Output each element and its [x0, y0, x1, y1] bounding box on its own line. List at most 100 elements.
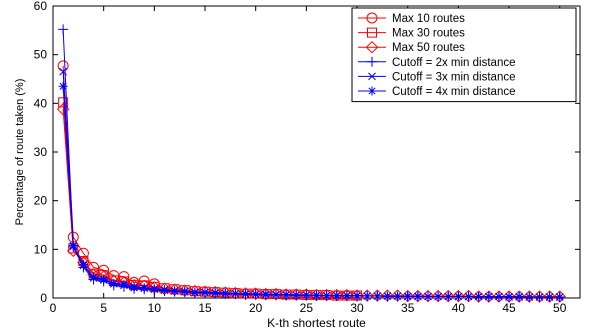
data-point: [220, 288, 230, 298]
data-point: [190, 287, 200, 297]
series-layer: [56, 24, 566, 303]
data-point: [89, 272, 99, 282]
data-point: [371, 289, 384, 302]
data-point: [382, 291, 392, 301]
data-point: [350, 289, 364, 302]
data-point: [310, 288, 323, 302]
x-tick-label: 15: [198, 301, 212, 315]
legend-label: Cutoff = 4x min distance: [392, 86, 515, 98]
series-6: [58, 81, 565, 302]
data-point: [170, 286, 180, 296]
x-tick-label: 40: [452, 301, 466, 315]
y-tick-label: 60: [34, 0, 48, 13]
y-tick-label: 40: [34, 96, 48, 110]
data-point: [472, 290, 485, 303]
data-point: [492, 290, 506, 303]
data-point: [423, 292, 433, 302]
data-point: [109, 278, 119, 288]
data-point: [362, 291, 372, 301]
data-point: [494, 292, 504, 302]
data-point: [301, 290, 311, 300]
data-point: [312, 290, 321, 300]
legend-box: [351, 7, 577, 103]
x-tick-label: 5: [100, 301, 107, 315]
data-point: [504, 292, 514, 302]
data-point: [352, 291, 362, 301]
data-point: [474, 292, 484, 302]
legend-marker: [365, 40, 379, 54]
legend: Max 10 routes Max 30 routes Max 50 routes C…: [351, 7, 577, 103]
legend-entry: Cutoff = 3x min distance: [358, 71, 515, 83]
y-tick-label: 20: [34, 194, 48, 208]
data-point: [523, 290, 536, 303]
x-tick-label: 30: [350, 301, 364, 315]
data-point: [99, 274, 109, 284]
y-tick-label: 50: [34, 48, 48, 62]
data-point: [453, 292, 463, 302]
axis-ticks: 0 5 10 15 20 25 30 35 40 45 50 0 10 20 30 40 50 60: [34, 0, 580, 315]
data-point: [77, 247, 89, 259]
data-point: [543, 290, 556, 303]
data-point: [534, 292, 544, 302]
legend-marker: [367, 27, 377, 38]
legend-label: Cutoff = 2x min distance: [392, 57, 515, 69]
legend-marker: [367, 86, 377, 96]
legend-label: Max 50 routes: [392, 42, 465, 54]
data-point: [251, 289, 261, 299]
legend-entry: Max 30 routes: [358, 28, 465, 40]
data-point: [514, 292, 524, 302]
data-point: [393, 291, 403, 301]
data-point: [332, 291, 342, 301]
data-point: [411, 289, 425, 303]
data-point: [443, 292, 453, 302]
data-point: [502, 290, 516, 303]
data-point: [241, 289, 251, 299]
data-point: [442, 289, 455, 303]
data-point: [431, 289, 445, 303]
data-point: [342, 291, 352, 301]
data-point: [291, 290, 301, 300]
x-axis-label: K-th shortest route: [267, 316, 366, 330]
legend-entry: Max 10 routes: [358, 12, 465, 25]
legend-label: Cutoff = 3x min distance: [392, 71, 515, 83]
x-tick-label: 20: [249, 301, 263, 315]
data-point: [413, 291, 423, 301]
data-point: [78, 259, 88, 269]
legend-label: Max 10 routes: [392, 13, 465, 25]
data-point: [180, 286, 190, 296]
x-tick-label: 0: [50, 301, 57, 315]
data-point: [322, 291, 332, 301]
data-point: [67, 244, 80, 258]
data-point: [271, 290, 281, 300]
data-point: [200, 287, 210, 297]
x-tick-label: 35: [401, 301, 415, 315]
data-point: [68, 240, 78, 250]
x-tick-label: 45: [502, 301, 516, 315]
data-point: [59, 67, 67, 76]
data-point: [553, 290, 566, 303]
data-point: [230, 289, 240, 299]
data-point: [403, 291, 413, 301]
data-point: [360, 289, 374, 302]
data-point: [210, 288, 220, 298]
x-tick-label: 10: [148, 301, 162, 315]
data-point: [139, 283, 149, 293]
data-point: [452, 289, 465, 303]
data-point: [524, 292, 534, 302]
legend-entry: Cutoff = 2x min distance: [358, 56, 515, 69]
data-point: [58, 24, 69, 35]
data-point: [462, 289, 475, 303]
legend-marker: [368, 72, 376, 81]
data-point: [533, 290, 546, 303]
data-point: [555, 292, 565, 302]
data-point: [279, 288, 293, 301]
data-point: [57, 60, 69, 72]
data-point: [421, 289, 435, 303]
legend-marker: [366, 12, 378, 24]
data-point: [484, 292, 494, 302]
data-point: [149, 284, 159, 294]
data-point: [58, 97, 69, 108]
y-axis-label: Percentage of route taken (%): [14, 79, 26, 226]
legend-marker: [367, 56, 377, 67]
